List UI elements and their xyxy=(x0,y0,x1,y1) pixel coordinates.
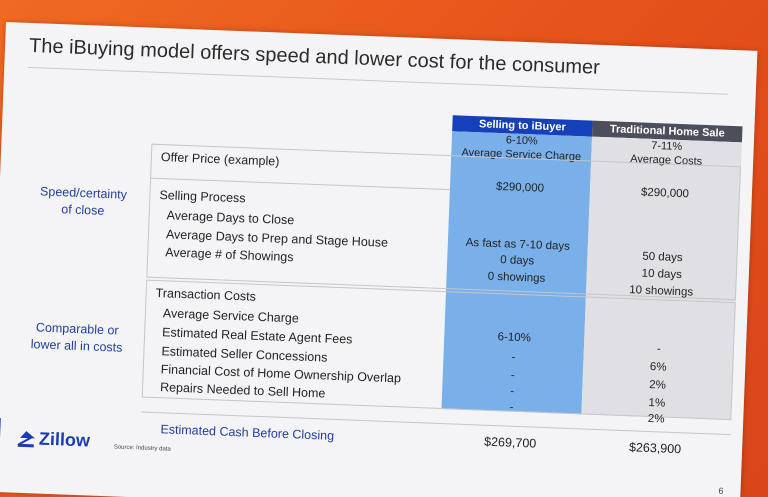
source-note: Source: Industry data xyxy=(113,444,171,453)
zillow-logo-text: Zillow xyxy=(38,428,91,451)
slide-title: The iBuying model offers speed and lower… xyxy=(28,34,601,79)
cash-before-closing-traditional: $263,900 xyxy=(628,440,682,457)
cash-before-closing-ibuyer: $269,700 xyxy=(483,434,537,451)
zillow-house-icon xyxy=(17,430,36,447)
logo-accent-bar xyxy=(0,417,1,451)
zillow-logo: Zillow xyxy=(16,428,91,452)
cash-before-closing-label: Estimated Cash Before Closing xyxy=(160,422,335,443)
speed-side-label: Speed/certainty of close xyxy=(39,184,128,218)
slide: The iBuying model offers speed and lower… xyxy=(0,22,758,497)
page-number: 6 xyxy=(718,485,724,496)
cost-side-label: Comparable or lower all in costs xyxy=(30,320,123,355)
